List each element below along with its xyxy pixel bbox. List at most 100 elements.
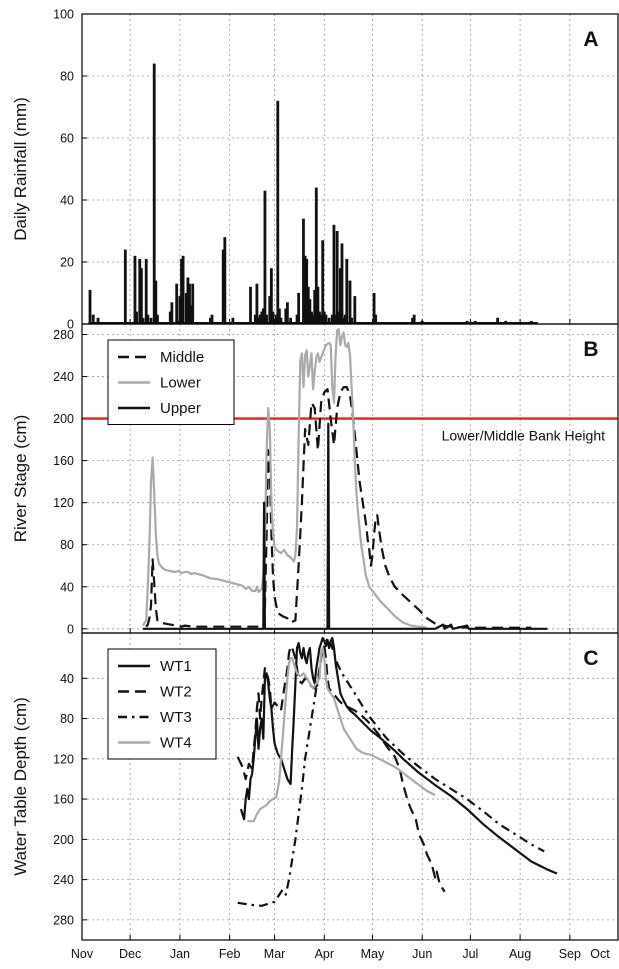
rain-bar-8 — [141, 317, 145, 324]
rain-bar-77 — [343, 314, 347, 324]
rain-bar-19 — [178, 296, 182, 324]
x-tick-label-sep: Sep — [559, 947, 581, 961]
rain-bar-22 — [184, 293, 188, 324]
rain-bar-89 — [496, 317, 500, 324]
x-tick-label-jan: Jan — [170, 947, 190, 961]
y-tick-label-a-20: 20 — [60, 256, 74, 270]
rain-bar-37 — [260, 311, 264, 324]
y-tick-label-a-40: 40 — [60, 194, 74, 208]
rain-bar-21 — [181, 255, 185, 324]
y-tick-label-c-240: 240 — [53, 873, 74, 887]
rain-bar-51 — [295, 314, 299, 324]
rain-bar-9 — [144, 258, 148, 324]
rain-bar-7 — [139, 268, 143, 324]
rain-bar-71 — [334, 314, 337, 324]
rain-bar-0 — [88, 289, 92, 324]
rain-bar-76 — [342, 317, 345, 324]
rain-bar-36 — [258, 314, 262, 324]
legend-label-middle: Middle — [160, 349, 204, 366]
rain-bar-20 — [180, 258, 183, 324]
rain-bar-11 — [149, 317, 153, 324]
x-tick-label-mar: Mar — [264, 947, 286, 961]
y-axis-label-a: Daily Rainfall (mm) — [11, 97, 30, 241]
x-tick-label-nov: Nov — [71, 947, 94, 961]
y-tick-label-a-60: 60 — [60, 132, 74, 146]
rain-bar-31 — [231, 317, 235, 324]
rain-bar-47 — [279, 317, 283, 324]
rain-bar-66 — [322, 311, 326, 324]
series-c-wt1 — [239, 636, 558, 875]
series-c-wt4 — [247, 647, 436, 823]
rain-bar-4 — [133, 255, 137, 324]
y-tick-label-b-40: 40 — [60, 580, 74, 594]
rain-bar-80 — [350, 317, 354, 324]
rain-bar-28 — [210, 314, 214, 324]
x-tick-label-feb: Feb — [219, 947, 241, 961]
panel-letter-a: A — [583, 28, 598, 51]
rain-bar-13 — [154, 280, 158, 324]
rain-bar-56 — [306, 286, 310, 324]
y-tick-label-c-200: 200 — [53, 833, 74, 847]
rain-bar-67 — [324, 314, 328, 324]
rain-bar-12 — [152, 63, 156, 324]
rain-bar-43 — [271, 311, 275, 324]
rain-bar-38 — [261, 308, 265, 324]
rain-bar-27 — [208, 317, 212, 324]
rain-bar-41 — [268, 296, 272, 324]
panel-b-river-stage: 0 40 80 120 160 200 240 280 River Stage (cm) Lowe… — [11, 323, 619, 636]
y-tick-label-c-80: 80 — [60, 712, 74, 726]
y-tick-label-c-160: 160 — [53, 793, 74, 807]
plot-area-a — [88, 63, 538, 324]
rain-bar-54 — [303, 255, 307, 324]
x-tick-label-aug: Aug — [509, 947, 531, 961]
rain-bar-45 — [276, 100, 280, 324]
rain-bar-17 — [175, 283, 179, 324]
rain-bar-14 — [156, 314, 159, 324]
legend-label-wt4: WT4 — [160, 735, 192, 752]
y-tick-label-b-280: 280 — [53, 328, 74, 342]
plot-area-c — [236, 636, 558, 907]
x-tick-label-jun: Jun — [412, 947, 432, 961]
rain-bar-33 — [253, 314, 257, 324]
y-tick-label-b-120: 120 — [53, 496, 74, 510]
rain-bar-68 — [327, 317, 331, 324]
rain-bar-81 — [353, 296, 357, 324]
panel-a-rainfall: 0 20 40 60 80 100 Daily Rainfall (mm) A — [11, 8, 619, 332]
y-tick-label-b-80: 80 — [60, 538, 74, 552]
rain-bar-16 — [170, 302, 174, 324]
y-tick-label-c-120: 120 — [53, 752, 74, 766]
rain-bar-34 — [255, 283, 259, 324]
bank-height-label: Lower/Middle Bank Height — [442, 428, 606, 444]
rain-bar-2 — [96, 317, 100, 324]
rain-bar-63 — [318, 311, 321, 324]
frame-a — [81, 13, 619, 325]
rain-bar-60 — [313, 289, 317, 324]
rain-bar-48 — [284, 308, 288, 324]
rain-bar-69 — [330, 314, 334, 324]
y-tick-label-a-0: 0 — [67, 318, 74, 332]
rain-bar-1 — [91, 314, 95, 324]
rain-bar-50 — [289, 317, 293, 324]
rain-bar-26 — [191, 283, 195, 324]
series-b-lower — [142, 328, 428, 629]
legend-label-wt3: WT3 — [160, 709, 192, 726]
rain-bar-72 — [335, 231, 339, 324]
rain-bar-73 — [337, 311, 341, 324]
rain-bar-15 — [168, 311, 172, 324]
rain-bar-24 — [188, 283, 191, 324]
series-b-middle — [145, 386, 532, 629]
x-tick-label-oct: Oct — [590, 947, 610, 961]
rain-bar-70 — [332, 224, 336, 324]
legend-label-lower: Lower — [160, 375, 201, 392]
y-tick-label-a-100: 100 — [53, 8, 74, 22]
rain-bar-84 — [411, 317, 414, 324]
y-tick-label-b-200: 200 — [53, 412, 74, 426]
y-tick-label-c-40: 40 — [60, 672, 74, 686]
y-axis-label-b: River Stage (cm) — [11, 415, 30, 543]
rain-bar-75 — [340, 243, 344, 324]
panel-letter-b: B — [583, 338, 598, 361]
rain-bar-46 — [277, 308, 281, 324]
rain-bar-25 — [189, 305, 193, 324]
x-axis: Nov Dec Jan Feb Mar Apr May Jun Jul Aug Sep Oct — [71, 947, 610, 961]
